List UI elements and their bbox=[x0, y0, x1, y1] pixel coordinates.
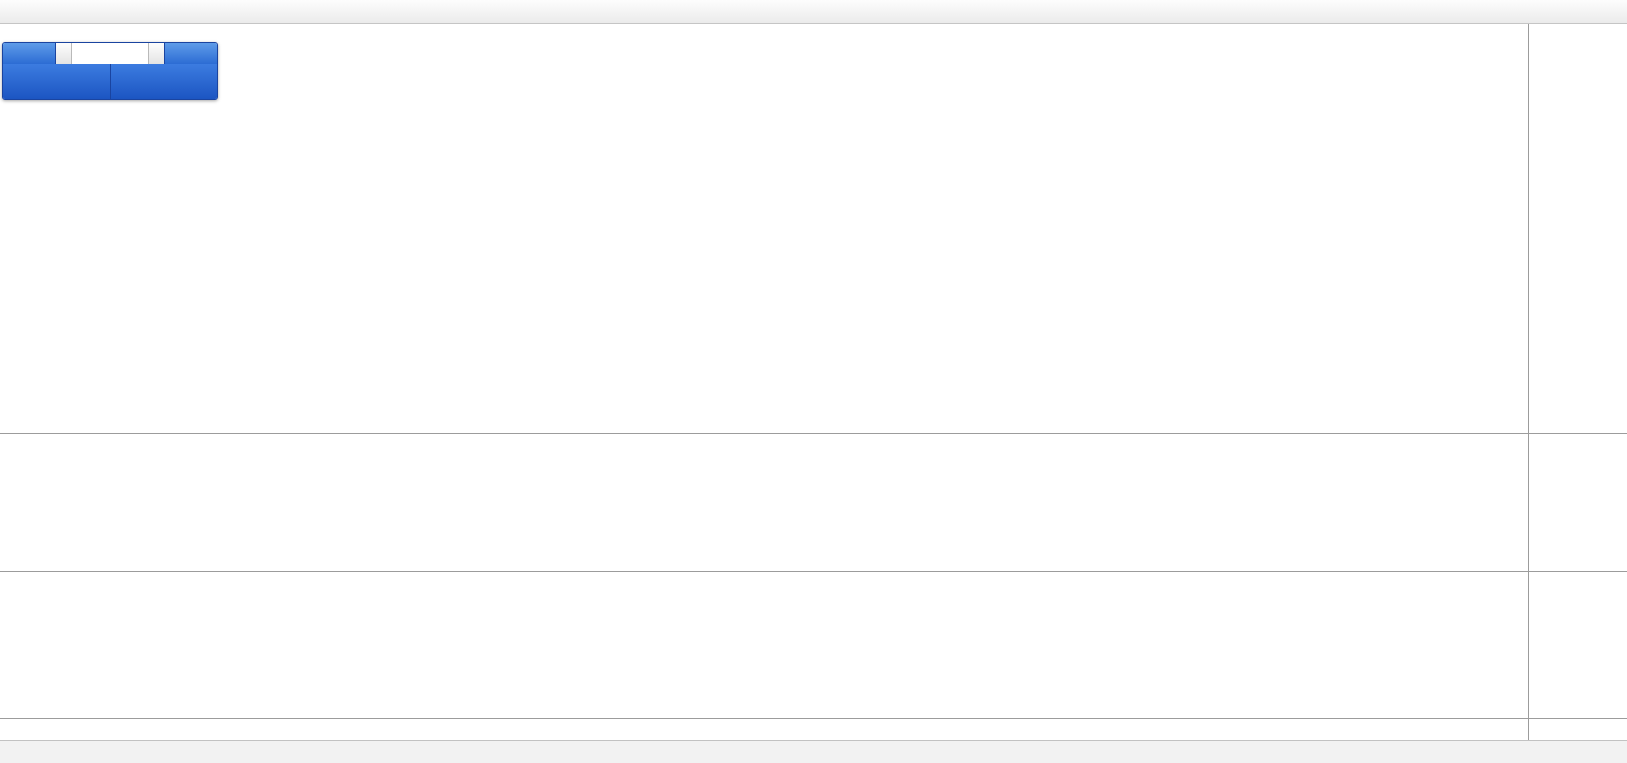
rsi-indicator-canvas[interactable] bbox=[0, 572, 1528, 718]
price-axis-line bbox=[1528, 24, 1529, 740]
macd-indicator-canvas[interactable] bbox=[0, 434, 1528, 571]
volume-control bbox=[55, 43, 165, 64]
volume-decrease-button[interactable] bbox=[56, 43, 72, 64]
time-axis-line bbox=[0, 718, 1627, 719]
buy-price[interactable] bbox=[109, 64, 218, 99]
sell-price[interactable] bbox=[3, 64, 110, 99]
one-click-trading-panel bbox=[2, 42, 218, 100]
rsi-panel-splitter[interactable] bbox=[0, 571, 1627, 572]
time-axis[interactable] bbox=[0, 718, 1528, 740]
price-axis[interactable] bbox=[1529, 24, 1627, 740]
macd-panel-splitter[interactable] bbox=[0, 433, 1627, 434]
chart-ohlc-header bbox=[5, 28, 16, 40]
horizontal-scrollbar[interactable] bbox=[0, 740, 1627, 763]
main-chart-canvas[interactable] bbox=[0, 24, 1528, 433]
sell-button[interactable] bbox=[3, 43, 55, 64]
toolbar bbox=[0, 0, 1627, 24]
volume-input[interactable] bbox=[72, 43, 148, 64]
buy-button[interactable] bbox=[165, 43, 217, 64]
volume-increase-button[interactable] bbox=[148, 43, 164, 64]
